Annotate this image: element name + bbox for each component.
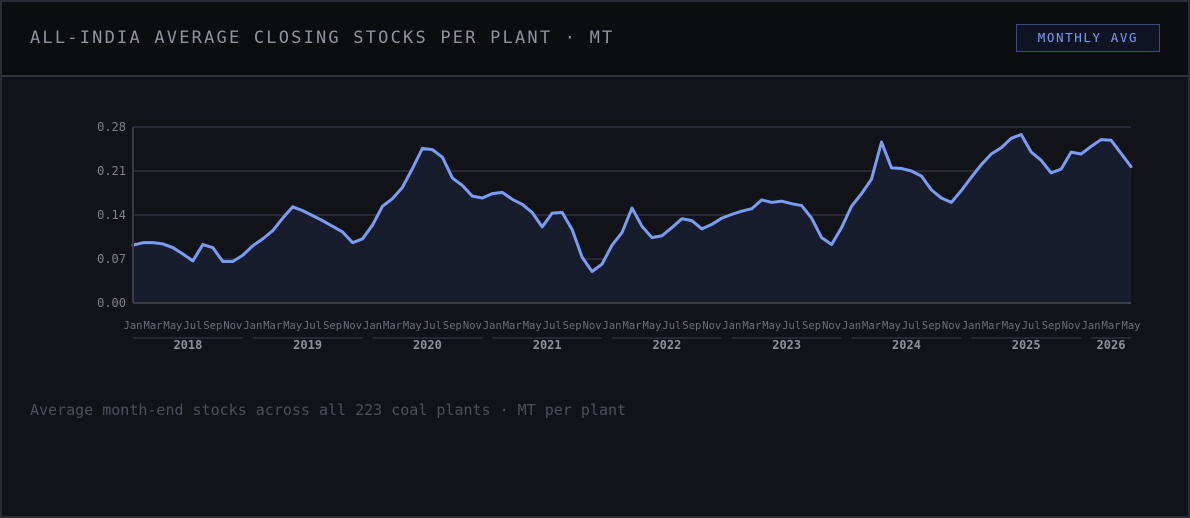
x-tick-label: Nov bbox=[343, 320, 362, 332]
x-tick-label: Jul bbox=[902, 320, 921, 332]
x-tick-label: Nov bbox=[223, 320, 242, 332]
area-fill-path bbox=[133, 134, 1131, 303]
x-tick-label: May bbox=[523, 320, 542, 332]
axes bbox=[132, 127, 1131, 304]
year-label: 2018 bbox=[173, 338, 202, 352]
x-tick-label: Jan bbox=[483, 320, 502, 332]
x-tick-label: May bbox=[283, 320, 302, 332]
x-tick-label: Jul bbox=[543, 320, 562, 332]
series-line-path bbox=[131, 133, 1133, 274]
year-label: 2026 bbox=[1097, 338, 1126, 352]
x-tick-label: May bbox=[403, 320, 422, 332]
x-tick-label: Nov bbox=[822, 320, 841, 332]
x-tick-label: Jan bbox=[842, 320, 861, 332]
year-label: 2025 bbox=[1012, 338, 1041, 352]
x-tick-label: Nov bbox=[463, 320, 482, 332]
x-tick-label: Sep bbox=[802, 320, 821, 332]
x-tick-label: May bbox=[762, 320, 781, 332]
x-tick-label: Jul bbox=[423, 320, 442, 332]
x-tick-label: Jan bbox=[722, 320, 741, 332]
x-tick-label: Sep bbox=[922, 320, 941, 332]
year-label: 2019 bbox=[293, 338, 322, 352]
x-tick-label: Mar bbox=[383, 320, 402, 332]
x-tick-label: May bbox=[1122, 320, 1141, 332]
x-tick-label: Jul bbox=[303, 320, 322, 332]
year-labels: 2018 2019 2020 2021 2022 2023 2024 2025 2026 bbox=[133, 337, 1131, 352]
x-tick-label: Nov bbox=[1062, 320, 1081, 332]
series-line bbox=[131, 133, 1133, 274]
x-tick-label: Jul bbox=[662, 320, 681, 332]
stocks-area-chart: 0.000.070.140.210.28 Jan Mar May Jul Sep Nov J… bbox=[97, 120, 1141, 352]
chart-caption: Average month-end stocks across all 223 … bbox=[30, 401, 627, 419]
x-tick-label: Mar bbox=[263, 320, 282, 332]
x-tick-label: Mar bbox=[742, 320, 761, 332]
x-tick-label: Nov bbox=[942, 320, 961, 332]
year-label: 2024 bbox=[892, 338, 921, 352]
y-tick-label: 0.14 bbox=[97, 208, 126, 222]
x-tick-label: Sep bbox=[323, 320, 342, 332]
x-tick-label: May bbox=[643, 320, 662, 332]
x-tick-label: Sep bbox=[443, 320, 462, 332]
x-tick-label: Mar bbox=[144, 320, 163, 332]
x-tick-label: Jan bbox=[1082, 320, 1101, 332]
x-tick-label: May bbox=[163, 320, 182, 332]
year-label: 2020 bbox=[413, 338, 442, 352]
panel-header: ALL-INDIA AVERAGE CLOSING STOCKS PER PLA… bbox=[2, 2, 1188, 77]
x-tick-label: Jul bbox=[1022, 320, 1041, 332]
chart-title: ALL-INDIA AVERAGE CLOSING STOCKS PER PLA… bbox=[30, 28, 615, 48]
x-tick-label: Sep bbox=[1042, 320, 1061, 332]
x-tick-label: Sep bbox=[203, 320, 222, 332]
y-tick-label: 0.00 bbox=[97, 296, 126, 310]
year-label: 2023 bbox=[772, 338, 801, 352]
x-tick-label: Jan bbox=[363, 320, 382, 332]
x-tick-label: Jan bbox=[243, 320, 262, 332]
x-tick-label: Mar bbox=[1102, 320, 1121, 332]
x-tick-label: Mar bbox=[982, 320, 1001, 332]
x-tick-label: Jan bbox=[124, 320, 143, 332]
x-tick-label: May bbox=[882, 320, 901, 332]
x-tick-label: Mar bbox=[862, 320, 881, 332]
x-tick-label: Sep bbox=[682, 320, 701, 332]
y-tick-labels: 0.00 0.07 0.14 0.21 0.28 bbox=[97, 120, 126, 310]
x-tick-label: Nov bbox=[583, 320, 602, 332]
x-tick-label: Sep bbox=[563, 320, 582, 332]
year-label: 2022 bbox=[652, 338, 681, 352]
x-tick-label: Jan bbox=[962, 320, 981, 332]
y-tick-label: 0.21 bbox=[97, 164, 126, 178]
x-tick-label: Jan bbox=[603, 320, 622, 332]
x-tick-label: Mar bbox=[623, 320, 642, 332]
y-tick-label: 0.07 bbox=[97, 252, 126, 266]
year-label: 2021 bbox=[533, 338, 562, 352]
area-fill bbox=[133, 134, 1131, 303]
monthly-avg-badge[interactable]: MONTHLY AVG bbox=[1016, 24, 1160, 52]
x-tick-label: May bbox=[1002, 320, 1021, 332]
x-tick-label: Jul bbox=[782, 320, 801, 332]
x-tick-label: Nov bbox=[702, 320, 721, 332]
x-tick-label: Mar bbox=[503, 320, 522, 332]
x-tick-labels: Jan Mar May Jul Sep Nov Jan Mar May Jul Sep Nov Jan M… bbox=[124, 320, 1141, 332]
y-tick-label: 0.28 bbox=[97, 120, 126, 134]
x-tick-label: Jul bbox=[183, 320, 202, 332]
